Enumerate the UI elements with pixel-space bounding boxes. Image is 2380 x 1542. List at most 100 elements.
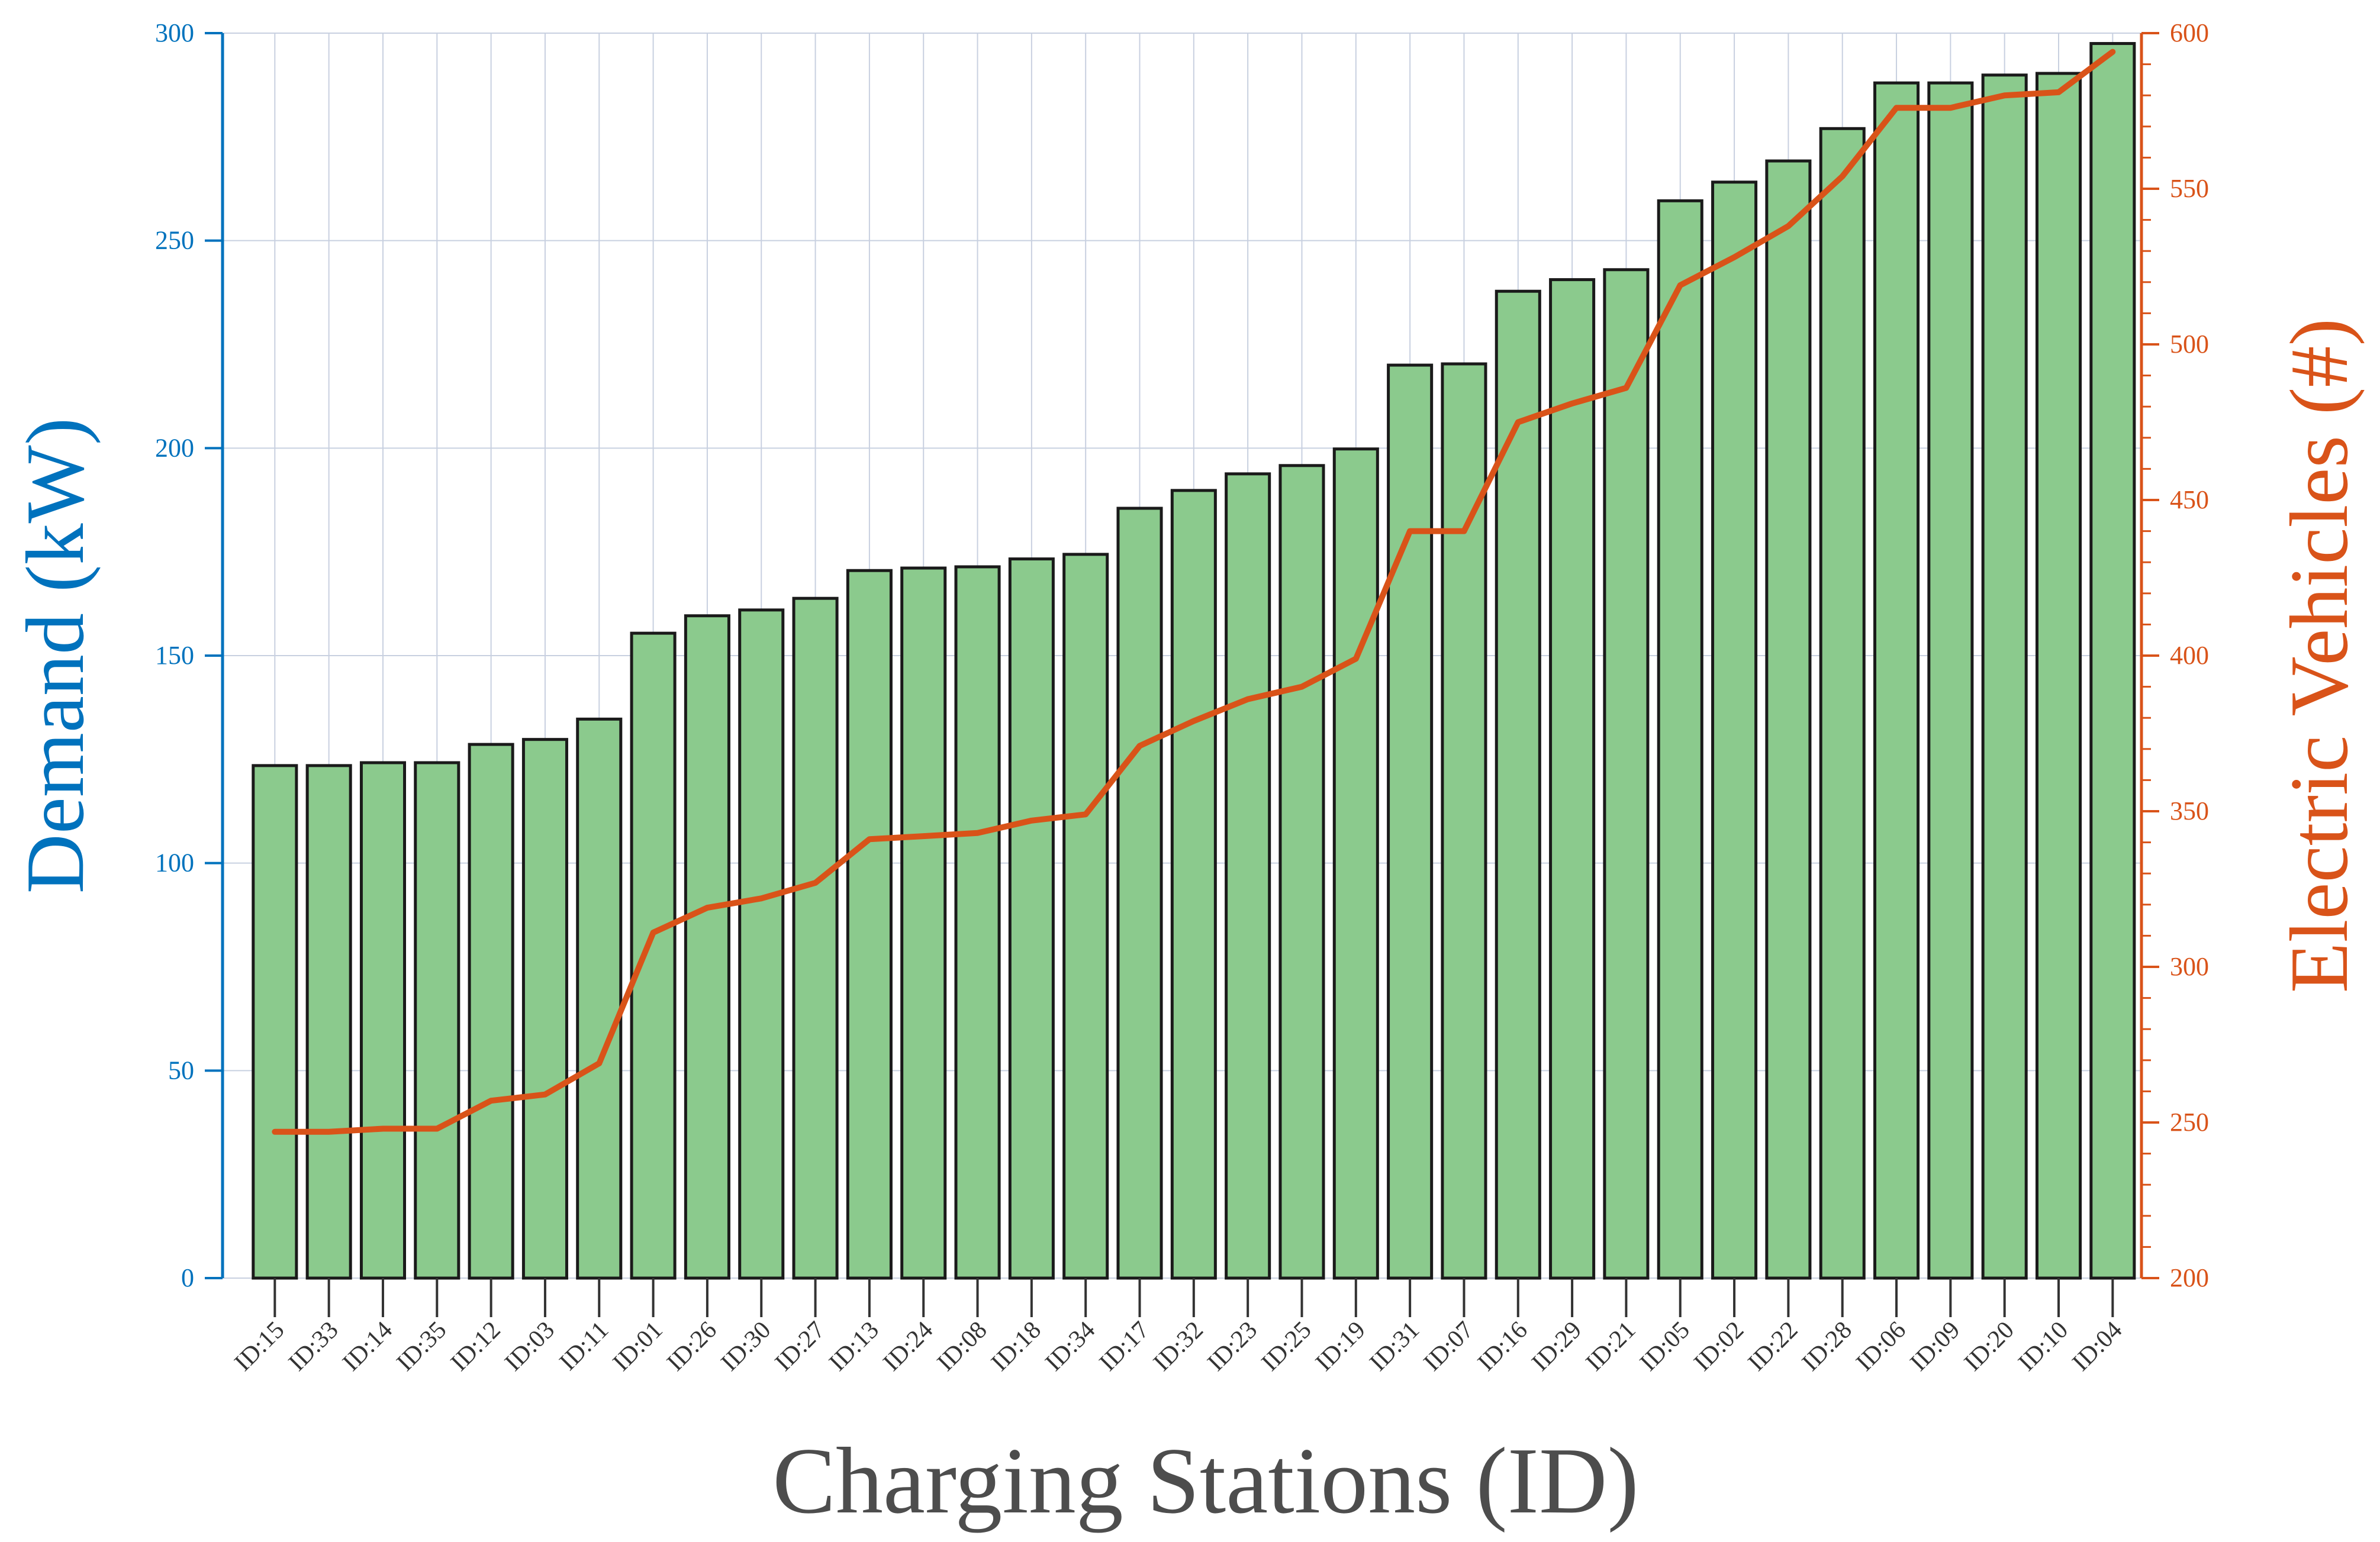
- bar-id-34: [1062, 553, 1109, 1280]
- bar-id-27: [792, 596, 839, 1280]
- x-tick-label: ID:19: [1310, 1317, 1371, 1377]
- y2-tick-label: 600: [2170, 18, 2209, 47]
- bar-id-14: [359, 761, 407, 1280]
- x-tick-label: ID:29: [1526, 1317, 1587, 1377]
- bar-id-04: [2089, 42, 2136, 1280]
- bar-id-33: [305, 764, 352, 1280]
- bar-id-29: [1549, 278, 1596, 1280]
- x-tick-label: ID:23: [1202, 1317, 1263, 1377]
- y-axis-label: Demand (kW): [9, 418, 101, 894]
- x-tick-label: ID:05: [1635, 1317, 1695, 1377]
- bar-id-05: [1657, 199, 1703, 1280]
- x-tick-label: ID:16: [1473, 1317, 1533, 1377]
- bar-id-24: [900, 566, 947, 1280]
- x-tick-label: ID:21: [1581, 1317, 1641, 1377]
- bar-id-08: [954, 565, 1001, 1280]
- line-point-id-14: [382, 1128, 384, 1130]
- x-tick-label: ID:07: [1419, 1317, 1479, 1377]
- x-tick-label: ID:14: [337, 1317, 398, 1377]
- bar-id-02: [1711, 180, 1758, 1280]
- bar-id-16: [1495, 289, 1541, 1280]
- bar-id-13: [846, 569, 893, 1280]
- x-tick-label: ID:31: [1364, 1317, 1425, 1377]
- x-tick-label: ID:01: [608, 1317, 668, 1377]
- y2-tick-label: 300: [2170, 952, 2209, 981]
- bar-id-30: [738, 608, 785, 1280]
- axis-labels: Demand (kW) Electric Vehicles (#) Chargi…: [9, 318, 2365, 1533]
- line-point-id-04: [2112, 51, 2113, 53]
- bar-id-20: [1981, 73, 2028, 1280]
- y2-tick-label: 500: [2170, 330, 2209, 359]
- bar-id-12: [468, 743, 514, 1280]
- x-tick-label: ID:35: [392, 1317, 452, 1377]
- y2-tick-label: 250: [2170, 1108, 2209, 1137]
- x-tick-label: ID:20: [1959, 1317, 2020, 1377]
- x-tick-label: ID:17: [1094, 1317, 1155, 1377]
- x-tick-label: ID:27: [770, 1317, 830, 1377]
- line-point-id-27: [815, 882, 816, 883]
- bar-id-15: [252, 764, 298, 1280]
- bar-id-03: [521, 738, 568, 1280]
- bar-id-35: [414, 761, 460, 1280]
- y2-tick-label: 400: [2170, 641, 2209, 670]
- bar-id-31: [1387, 363, 1434, 1280]
- x-tick-label: ID:15: [230, 1317, 290, 1377]
- x-tick-label: ID:32: [1148, 1317, 1209, 1377]
- line-point-id-18: [1031, 820, 1032, 821]
- x-tick-label: ID:28: [1797, 1317, 1857, 1377]
- bar-id-22: [1765, 159, 1812, 1280]
- y2-tick-label: 450: [2170, 485, 2209, 514]
- x-tick-label: ID:06: [1851, 1317, 1911, 1377]
- x-tick-label: ID:03: [500, 1317, 560, 1377]
- x-tick-label: ID:18: [986, 1317, 1046, 1377]
- bar-id-18: [1008, 557, 1055, 1280]
- bar-id-26: [684, 614, 730, 1280]
- line-point-id-20: [2004, 95, 2005, 96]
- x-tick-label: ID:26: [662, 1317, 722, 1377]
- line-series: [272, 49, 2116, 1135]
- x-tick-label: ID:08: [932, 1317, 993, 1377]
- y-tick-label: 200: [155, 433, 194, 462]
- x-tick-label: ID:22: [1743, 1317, 1803, 1377]
- x-tick-label: ID:33: [284, 1317, 344, 1377]
- y2-tick-label: 200: [2170, 1263, 2209, 1292]
- x-tick-label: ID:09: [1905, 1317, 1966, 1377]
- x-axis-label: Charging Stations (ID): [772, 1428, 1639, 1533]
- y2-axis-label: Electric Vehicles (#): [2273, 318, 2365, 993]
- x-tick-label: ID:02: [1689, 1317, 1749, 1377]
- y-tick-label: 150: [155, 641, 194, 670]
- bar-id-07: [1441, 362, 1487, 1280]
- bar-id-09: [1927, 81, 1974, 1280]
- x-tick-label: ID:10: [2013, 1317, 2073, 1377]
- bar-id-01: [630, 631, 677, 1280]
- x-tick-label: ID:34: [1040, 1317, 1100, 1377]
- bar-id-25: [1278, 464, 1325, 1280]
- x-tick-label: ID:13: [824, 1317, 884, 1377]
- y-tick-label: 250: [155, 226, 194, 255]
- x-tick-label: ID:25: [1257, 1317, 1317, 1377]
- y2-tick-label: 350: [2170, 796, 2209, 825]
- y-tick-label: 0: [181, 1263, 194, 1292]
- line-point-id-11: [598, 1063, 600, 1064]
- bar-series: [252, 42, 2136, 1280]
- bar-id-19: [1332, 447, 1379, 1280]
- bar-id-28: [1819, 127, 1866, 1280]
- bar-id-23: [1225, 472, 1271, 1280]
- y-tick-label: 100: [155, 849, 194, 878]
- bar-id-11: [576, 717, 623, 1280]
- line-point-id-22: [1788, 225, 1789, 227]
- x-tick-label: ID:30: [716, 1317, 776, 1377]
- bar-id-06: [1873, 81, 1920, 1280]
- x-tick-label: ID:11: [555, 1317, 614, 1376]
- y-tick-label: 300: [155, 18, 194, 47]
- line-point-id-24: [923, 835, 924, 837]
- line-point-id-29: [1571, 403, 1573, 404]
- x-tick-label: ID:12: [446, 1317, 506, 1377]
- x-tick-label: ID:04: [2067, 1317, 2128, 1377]
- bar-id-10: [2035, 72, 2082, 1280]
- x-tick-label: ID:24: [878, 1317, 938, 1377]
- bar-id-32: [1170, 489, 1217, 1280]
- y2-tick-label: 550: [2170, 174, 2209, 203]
